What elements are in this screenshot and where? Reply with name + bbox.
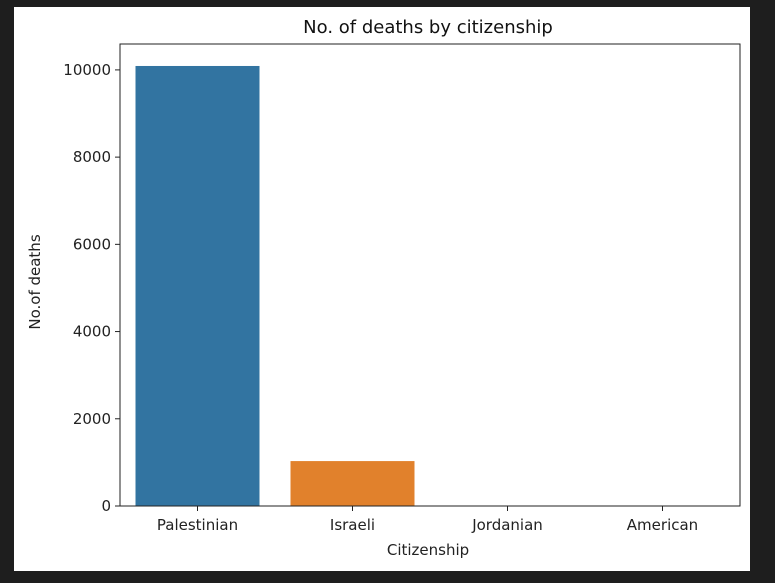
chart-figure: No. of deaths by citizenship Palestinian… (14, 7, 750, 571)
x-tick-label: Israeli (330, 516, 375, 534)
y-tick-label: 2000 (73, 410, 111, 428)
y-tick-label: 6000 (73, 235, 111, 253)
bar-palestinian (135, 65, 260, 506)
bar-israeli (290, 461, 415, 506)
y-tick-label: 10000 (63, 61, 111, 79)
x-tick-label: Palestinian (157, 516, 238, 534)
bar-chart: No. of deaths by citizenship Palestinian… (26, 17, 741, 559)
y-tick-label: 4000 (73, 323, 111, 341)
y-tick-label: 8000 (73, 148, 111, 166)
x-tick-label: American (627, 516, 698, 534)
x-tick-label: Jordanian (471, 516, 543, 534)
y-tick-label: 0 (101, 497, 111, 515)
chart-title: No. of deaths by citizenship (303, 17, 553, 38)
plot-frame (119, 43, 741, 507)
x-axis-label: Citizenship (387, 541, 469, 559)
y-axis-label: No.of deaths (26, 234, 44, 329)
